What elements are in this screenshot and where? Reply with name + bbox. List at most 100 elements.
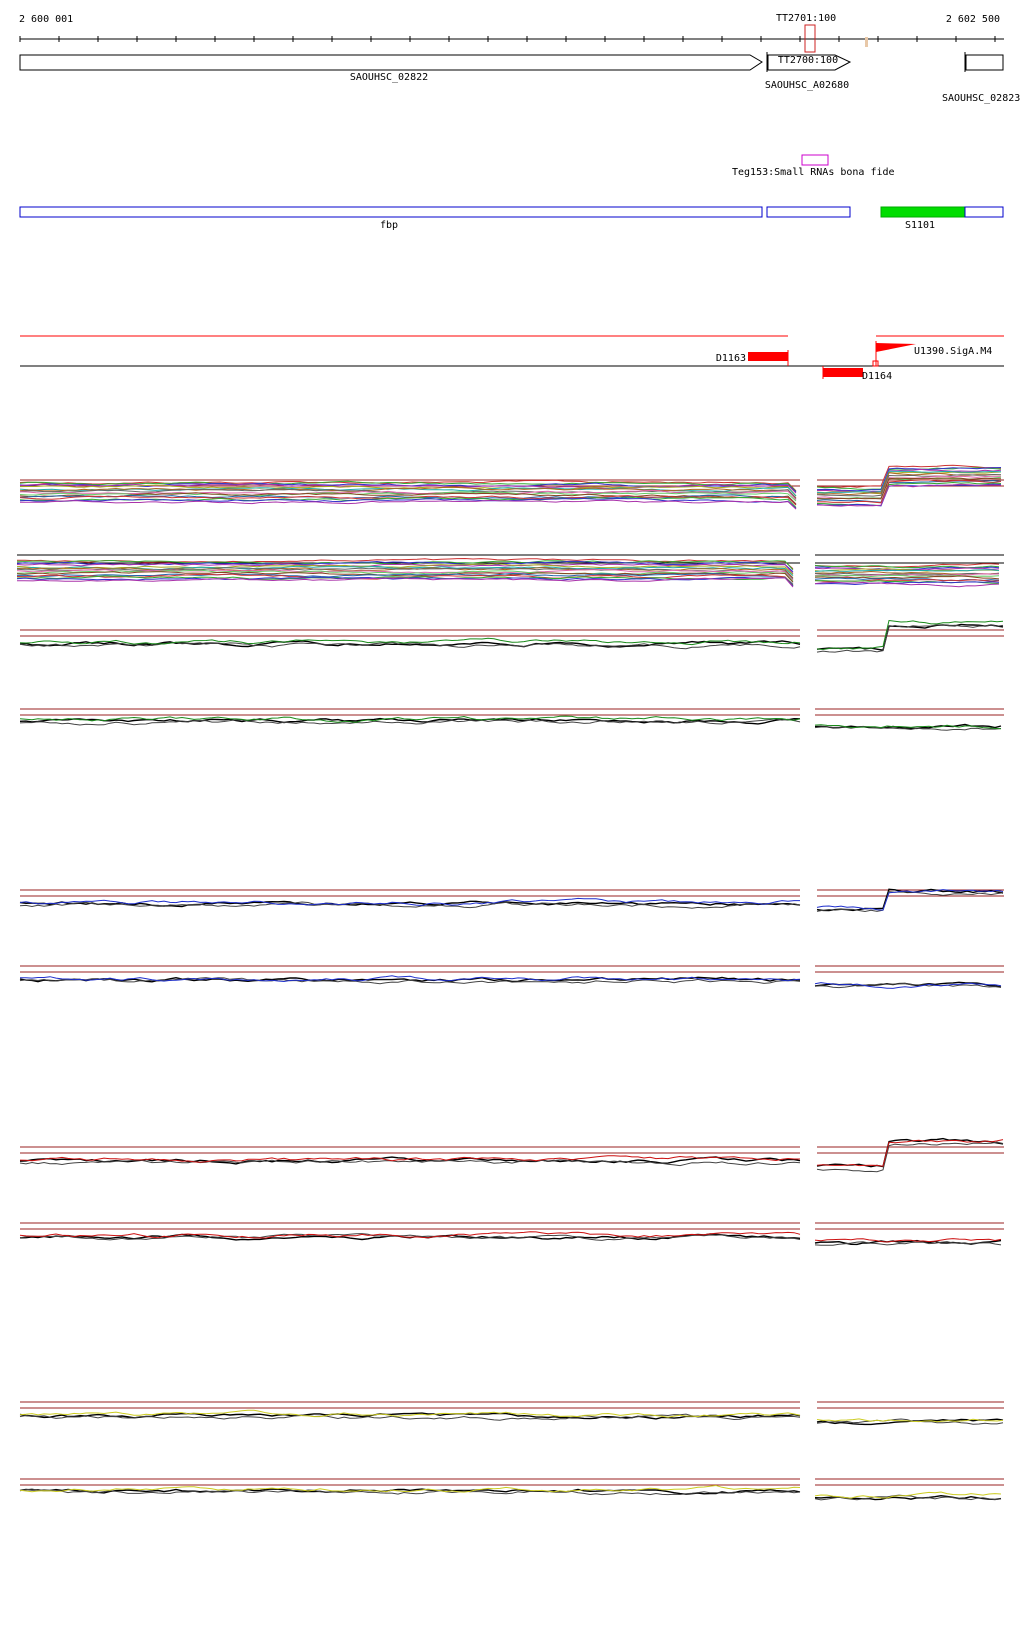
operon-track: fbp S1101 xyxy=(19,206,1004,231)
expression-line xyxy=(814,581,1000,588)
expression-line xyxy=(816,1418,1004,1423)
promoter-label-d1164: D1164 xyxy=(862,371,892,382)
expression-line xyxy=(814,569,1000,572)
expression-line xyxy=(19,901,801,909)
ruler-marker-box[interactable] xyxy=(804,24,816,53)
expression-line xyxy=(816,1139,1004,1167)
expression-line xyxy=(816,464,1002,488)
expression-line xyxy=(816,624,1004,653)
expression-line xyxy=(815,573,1000,577)
srna-track: Teg153:Small RNAs bona fide xyxy=(732,154,895,178)
expression-track-blue-2 xyxy=(19,965,1004,989)
expression-track-blue-1 xyxy=(19,888,1004,913)
expression-track-multi-condition-2 xyxy=(16,554,1004,588)
expression-line xyxy=(19,1231,801,1239)
expression-line xyxy=(16,560,794,573)
gene-label-saouhsc-02822: SAOUHSC_02822 xyxy=(350,72,428,83)
gene-arrow-saouhsc-02822[interactable] xyxy=(19,54,763,71)
ruler-start-label: 2 600 001 xyxy=(19,14,73,25)
expression-line xyxy=(814,581,1000,586)
expression-track-red-1 xyxy=(19,1137,1004,1173)
expression-line xyxy=(19,1233,801,1241)
promoter-label-d1163: D1163 xyxy=(716,353,746,364)
gene-box-saouhsc-02823[interactable] xyxy=(965,54,1004,71)
gene-track: SAOUHSC_02822 TT2700:100 SAOUHSC_A02680 … xyxy=(19,52,1020,104)
expression-track-red-2 xyxy=(19,1222,1004,1246)
expression-line xyxy=(814,1241,1002,1246)
operon-segment-4[interactable] xyxy=(964,206,1004,218)
expression-line xyxy=(20,499,797,510)
gene-inner-label-tt2700: TT2700:100 xyxy=(778,55,838,66)
expression-line xyxy=(19,641,801,650)
expression-line xyxy=(19,900,801,908)
expression-track-yellow-1 xyxy=(19,1401,1004,1426)
promoter-d1163[interactable] xyxy=(748,352,788,361)
expression-track-multi-condition-1 xyxy=(19,464,1004,510)
expression-line xyxy=(814,982,1002,989)
expression-line xyxy=(814,1238,1002,1243)
expression-line xyxy=(816,479,1002,504)
expression-line xyxy=(816,483,1002,507)
expression-line xyxy=(816,467,1002,492)
gene-arrow-saouhsc-a02680[interactable] xyxy=(767,54,852,71)
expression-track-green-2 xyxy=(19,708,1004,731)
expression-line xyxy=(19,897,800,907)
expression-line xyxy=(816,468,1002,493)
expression-line xyxy=(816,619,1004,651)
operon-segment-2[interactable] xyxy=(766,206,851,218)
expression-line xyxy=(19,486,797,499)
expression-line xyxy=(816,891,1004,913)
expression-line xyxy=(19,1413,801,1421)
expression-tracks xyxy=(16,464,1004,1501)
expression-line xyxy=(19,489,797,501)
expression-line xyxy=(19,975,801,983)
expression-line xyxy=(816,1141,1004,1173)
expression-line xyxy=(19,1484,801,1493)
expression-line xyxy=(16,571,794,583)
promoter-u1390[interactable] xyxy=(876,343,916,352)
expression-line xyxy=(814,572,1000,576)
expression-track-green-1 xyxy=(19,619,1004,653)
operon-label-fbp: fbp xyxy=(380,220,398,231)
expression-line xyxy=(816,623,1004,651)
promoter-track: D1163 D1164 U1390.SigA.M4 xyxy=(20,335,1004,382)
expression-line xyxy=(19,1156,801,1165)
expression-line xyxy=(814,724,1002,730)
expression-line xyxy=(816,470,1002,494)
expression-line xyxy=(814,725,1002,731)
expression-line xyxy=(19,1488,801,1496)
srna-label-teg153: Teg153:Small RNAs bona fide xyxy=(732,167,895,178)
expression-line xyxy=(816,889,1004,911)
srna-box-teg153[interactable] xyxy=(801,154,829,166)
expression-line xyxy=(816,473,1002,497)
expression-line xyxy=(17,557,794,570)
expression-line xyxy=(814,575,1000,580)
operon-s1101[interactable] xyxy=(880,206,966,218)
promoter-u1390-marker xyxy=(872,360,879,367)
expression-line xyxy=(19,718,801,726)
expression-line xyxy=(19,1155,800,1163)
expression-line xyxy=(19,1159,801,1167)
expression-track-yellow-2 xyxy=(19,1478,1004,1501)
ruler-marker-label: TT2701:100 xyxy=(776,13,836,24)
gene-label-saouhsc-a02680: SAOUHSC_A02680 xyxy=(765,80,849,91)
expression-line xyxy=(17,577,794,588)
expression-line xyxy=(816,483,1002,507)
expression-line xyxy=(816,1418,1004,1425)
expression-line xyxy=(16,568,794,581)
ruler-ticks xyxy=(19,36,996,42)
expression-line xyxy=(817,477,1002,500)
expression-line xyxy=(814,1491,1002,1499)
expression-line xyxy=(19,480,797,492)
operon-label-s1101: S1101 xyxy=(905,220,935,231)
promoter-d1164[interactable] xyxy=(823,368,863,377)
expression-line xyxy=(19,497,797,509)
gene-label-saouhsc-02823: SAOUHSC_02823 xyxy=(942,93,1020,104)
expression-line xyxy=(16,575,794,586)
operon-fbp[interactable] xyxy=(19,206,763,218)
ruler-end-label: 2 602 500 xyxy=(946,14,1000,25)
expression-line xyxy=(814,563,1000,568)
promoter-label-u1390: U1390.SigA.M4 xyxy=(914,346,992,357)
expression-line xyxy=(19,494,797,506)
